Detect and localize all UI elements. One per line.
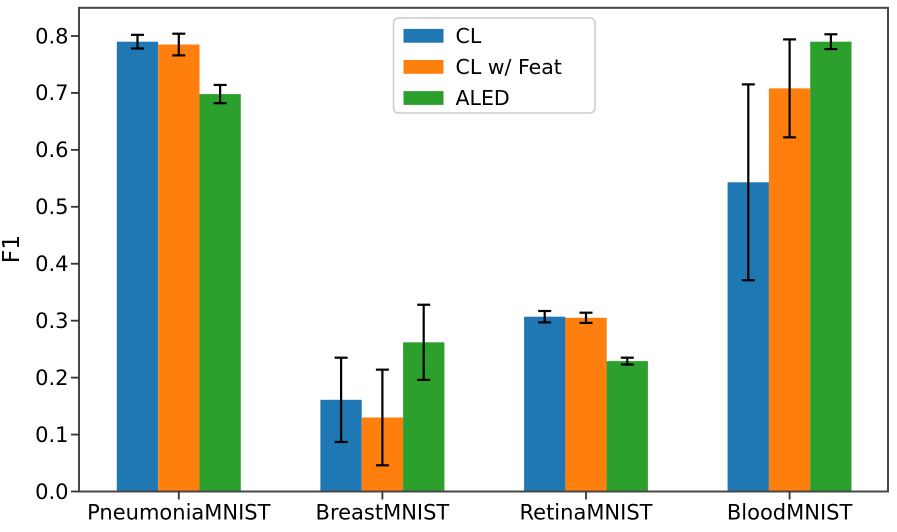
error-bar-cl-bloodmnist <box>741 83 755 282</box>
error-bar-cl-w-feat-breastmnist <box>375 368 389 467</box>
y-axis-label: F1 <box>0 235 25 263</box>
y-tick-label: 0.8 <box>35 24 68 48</box>
legend-swatch-cl <box>403 28 444 43</box>
error-bar-cl-w-feat-bloodmnist <box>783 38 797 139</box>
error-bar-cl-w-feat-pneumoniamnist <box>172 32 186 57</box>
y-tick-label: 0.0 <box>35 480 68 504</box>
error-bar-cl-breastmnist <box>334 356 348 444</box>
error-bar-cl-retinamnist <box>538 309 552 324</box>
bar-cl-pneumoniamnist <box>116 41 159 492</box>
bar-cl-w-feat-pneumoniamnist <box>158 44 200 492</box>
y-tick-label: 0.2 <box>35 366 68 390</box>
plot-frame <box>78 6 889 493</box>
error-bar-cl-w-feat-retinamnist <box>579 311 593 325</box>
legend-label-cl: CL <box>456 24 482 48</box>
bar-cl-w-feat-retinamnist <box>565 317 607 492</box>
bar-aled-bloodmnist <box>810 41 852 492</box>
error-bar-aled-retinamnist <box>620 356 634 366</box>
y-tick-label: 0.4 <box>35 252 68 276</box>
error-bar-cl-pneumoniamnist <box>131 33 144 50</box>
bar-aled-retinamnist <box>606 361 648 492</box>
legend-swatch-aled <box>403 91 444 105</box>
y-tick-label: 0.1 <box>35 423 68 447</box>
x-tick-label-retinamnist: RetinaMNIST <box>520 501 653 525</box>
error-bar-aled-breastmnist <box>417 303 431 381</box>
bar-cl-w-feat-bloodmnist <box>768 88 811 492</box>
y-tick-label: 0.5 <box>35 195 68 219</box>
bar-cl-retinamnist <box>524 316 566 492</box>
y-tick-label: 0.7 <box>35 81 68 105</box>
legend-swatch-cl-w-feat <box>403 60 444 74</box>
legend-label-cl-w-feat: CL w/ Feat <box>456 55 562 79</box>
y-tick-label: 0.6 <box>35 138 68 162</box>
x-tick-label-bloodmnist: BloodMNIST <box>727 501 853 525</box>
legend-box <box>392 17 596 114</box>
legend-label-aled: ALED <box>456 86 510 110</box>
y-tick-label: 0.3 <box>35 309 68 333</box>
bar-aled-pneumoniamnist <box>199 94 241 492</box>
x-tick-label-breastmnist: BreastMNIST <box>316 501 450 525</box>
x-tick-label-pneumoniamnist: PneumoniaMNIST <box>87 501 271 525</box>
error-bar-aled-bloodmnist <box>824 33 838 51</box>
error-bar-aled-pneumoniamnist <box>213 83 227 105</box>
legend: CL CL w/ Feat ALED <box>392 17 596 114</box>
